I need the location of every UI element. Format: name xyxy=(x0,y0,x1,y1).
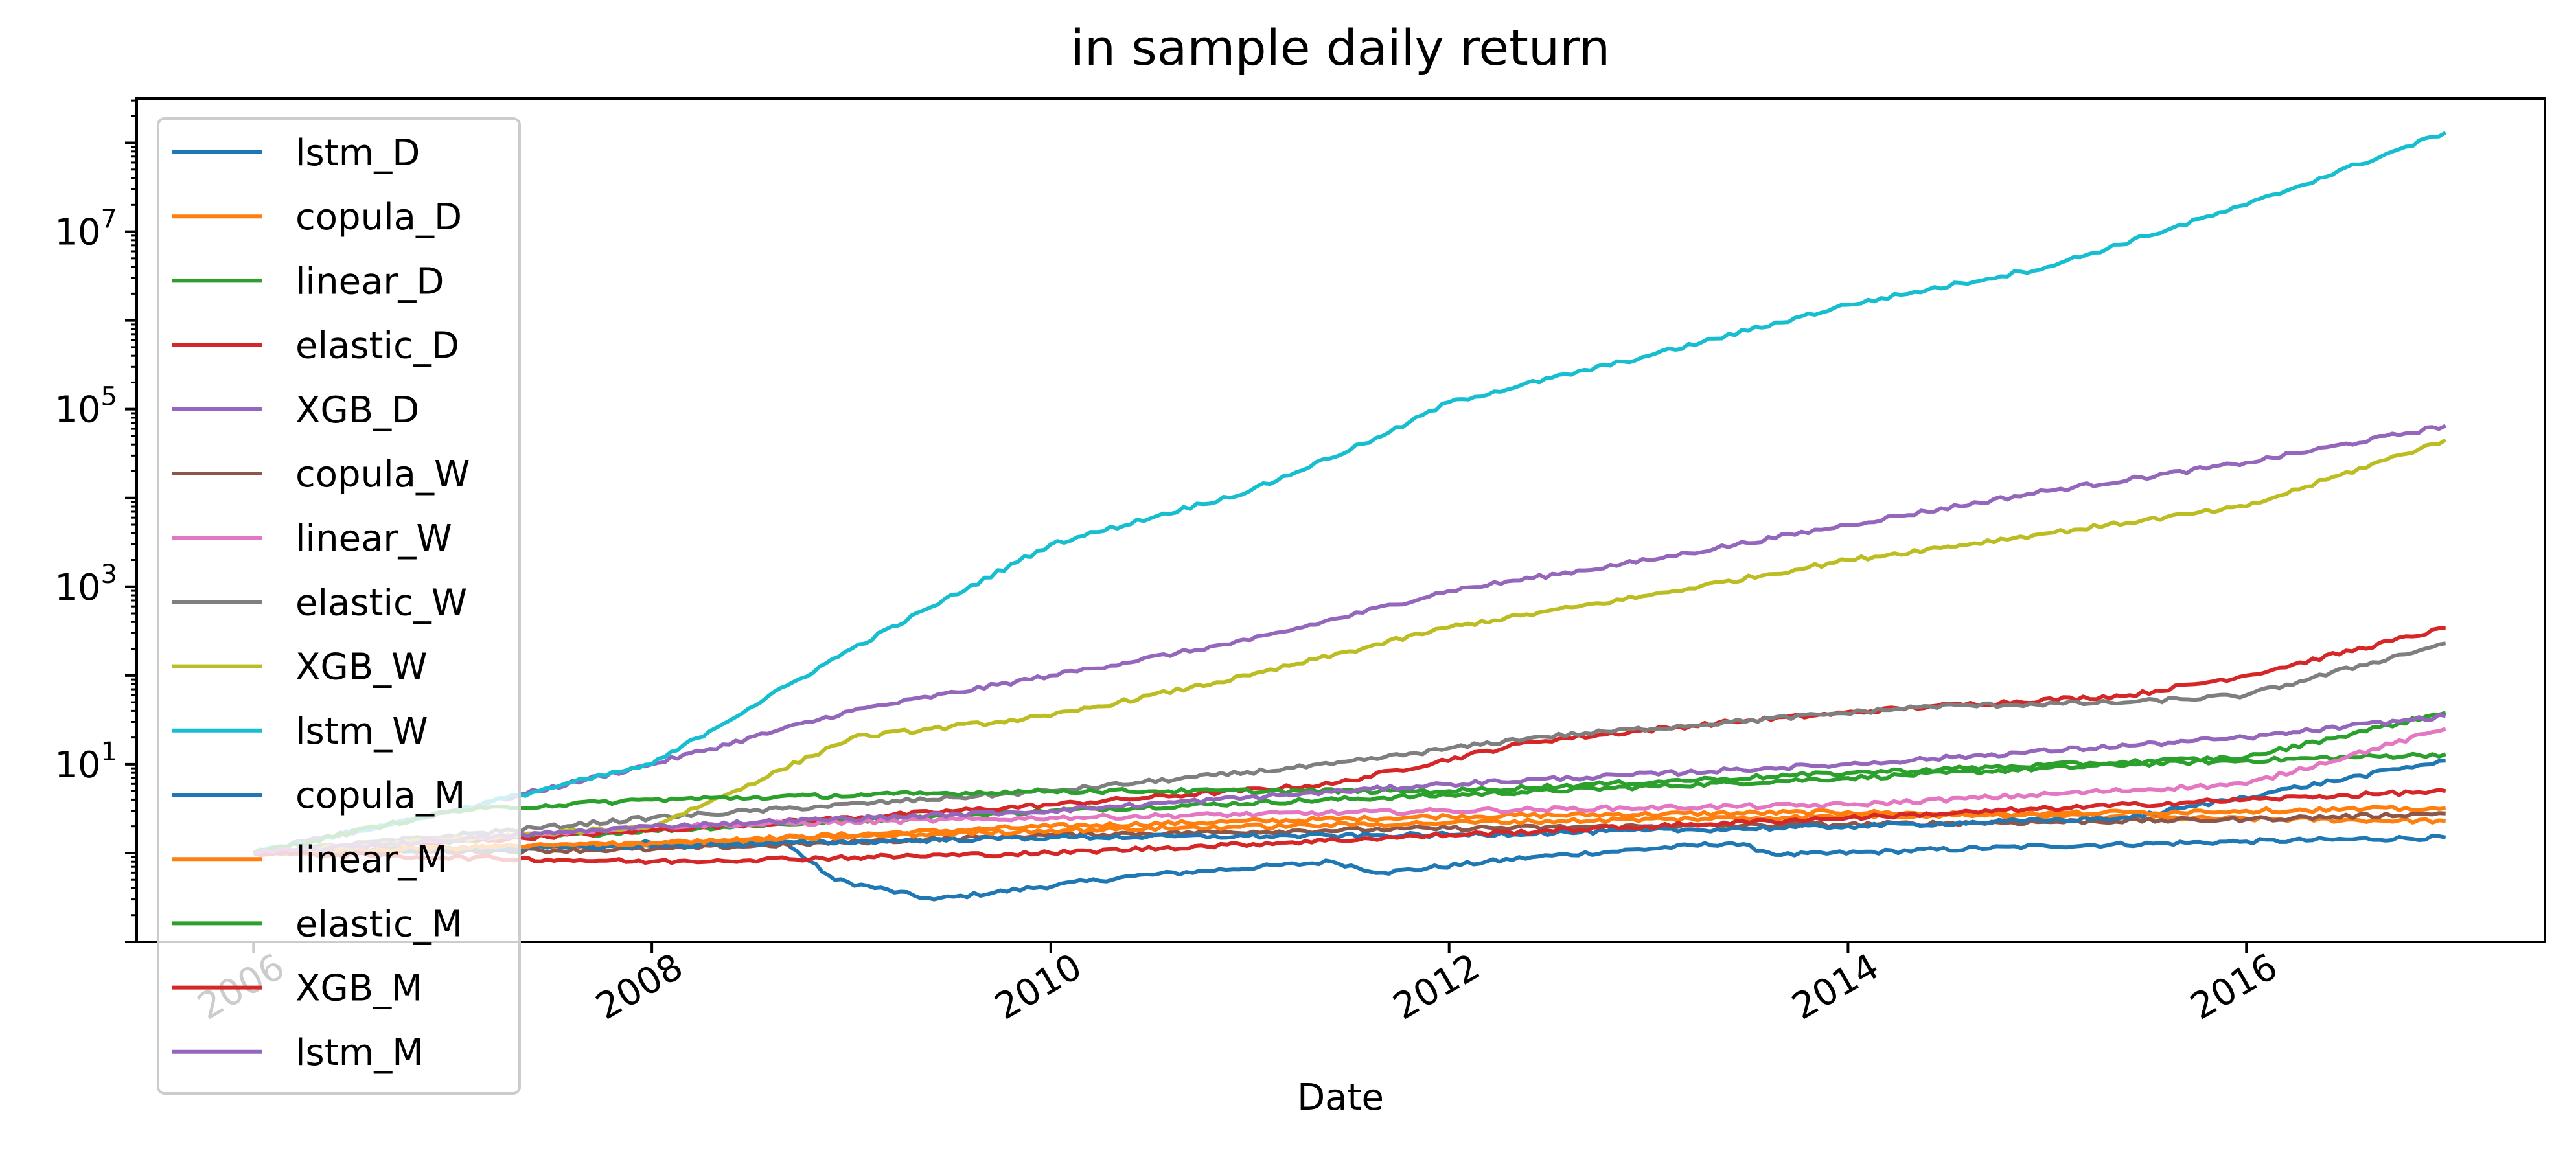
series-line-elastic-w xyxy=(253,641,2446,856)
legend-label: XGB_W xyxy=(295,646,428,689)
y-tick-label: 103 xyxy=(54,560,117,609)
y-tick-label: 107 xyxy=(54,205,117,254)
series-line-xgb-m xyxy=(253,788,2446,865)
legend-label: linear_W xyxy=(295,518,452,560)
series-line-linear-d xyxy=(253,751,2446,855)
series-lines xyxy=(252,131,2447,902)
legend-label: XGB_M xyxy=(295,968,423,1010)
legend-label: elastic_M xyxy=(295,903,463,945)
legend-label: linear_D xyxy=(295,260,444,303)
legend-label: XGB_D xyxy=(295,389,419,431)
legend-label: lstm_M xyxy=(295,1032,424,1074)
y-axis-ticks: 101 103 105 107 xyxy=(54,99,137,943)
y-tick-label: 105 xyxy=(54,382,117,431)
legend-label: copula_M xyxy=(295,775,465,817)
legend-label: elastic_D xyxy=(295,325,459,367)
legend-label: lstm_D xyxy=(295,132,420,174)
series-line-lstm-m xyxy=(253,713,2446,855)
series-line-elastic-m xyxy=(252,711,2446,855)
legend-label: lstm_W xyxy=(295,711,428,753)
legend-label: copula_D xyxy=(295,196,462,238)
series-line-lstm-w xyxy=(253,131,2447,856)
legend: lstm_D copula_D linear_D elastic_D XGB_Dcopu… xyxy=(157,117,521,1095)
series-line-linear-m xyxy=(253,805,2446,856)
legend-label: copula_W xyxy=(295,453,470,496)
chart-title: in sample daily return xyxy=(1071,19,1610,76)
legend-box xyxy=(157,117,521,1095)
legend-label: linear_M xyxy=(295,839,448,881)
plot-frame xyxy=(135,97,2546,943)
x-axis-label: Date xyxy=(1297,1077,1384,1119)
y-tick-label: 101 xyxy=(54,737,117,786)
legend-label: elastic_W xyxy=(295,582,467,624)
